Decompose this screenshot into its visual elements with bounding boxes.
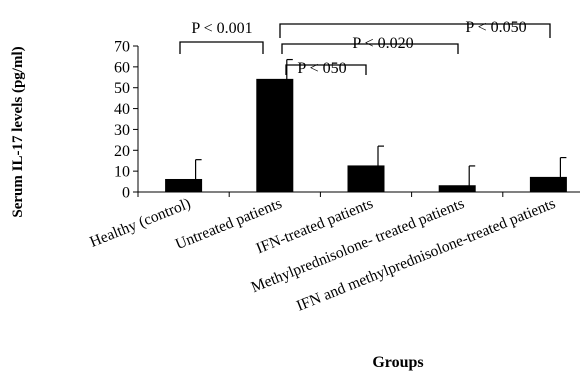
bar [347,165,385,193]
y-tick-label: 30 [114,122,130,139]
y-axis-label: Serum IL-17 levels (pg/ml) [10,46,26,217]
significance-label: P < 050 [297,60,346,77]
bar [438,185,476,193]
significance-bracket [179,41,264,54]
bars [165,78,567,193]
y-tick-label: 0 [122,185,130,202]
y-tick-label: 40 [114,101,130,118]
bar [529,176,567,193]
bar [165,178,203,193]
y-tick-label: 50 [114,80,130,97]
significance-bracket [279,23,551,38]
bar [256,78,294,193]
error-bars [195,58,567,186]
significance-annotations: P < 0.001 P < 050 P < 0.020 P < 0.050 [179,19,551,77]
x-axis-label: Groups [372,354,423,371]
y-tick-label: 60 [114,59,130,76]
y-tick-label: 20 [114,143,130,160]
significance-bracket [285,64,367,75]
significance-label: P < 0.050 [465,19,526,36]
significance-label: P < 0.020 [352,35,413,52]
y-tick-label: 10 [114,164,130,181]
y-tick-label: 70 [114,39,130,56]
significance-bracket [281,43,459,54]
significance-label: P < 0.001 [191,20,252,37]
